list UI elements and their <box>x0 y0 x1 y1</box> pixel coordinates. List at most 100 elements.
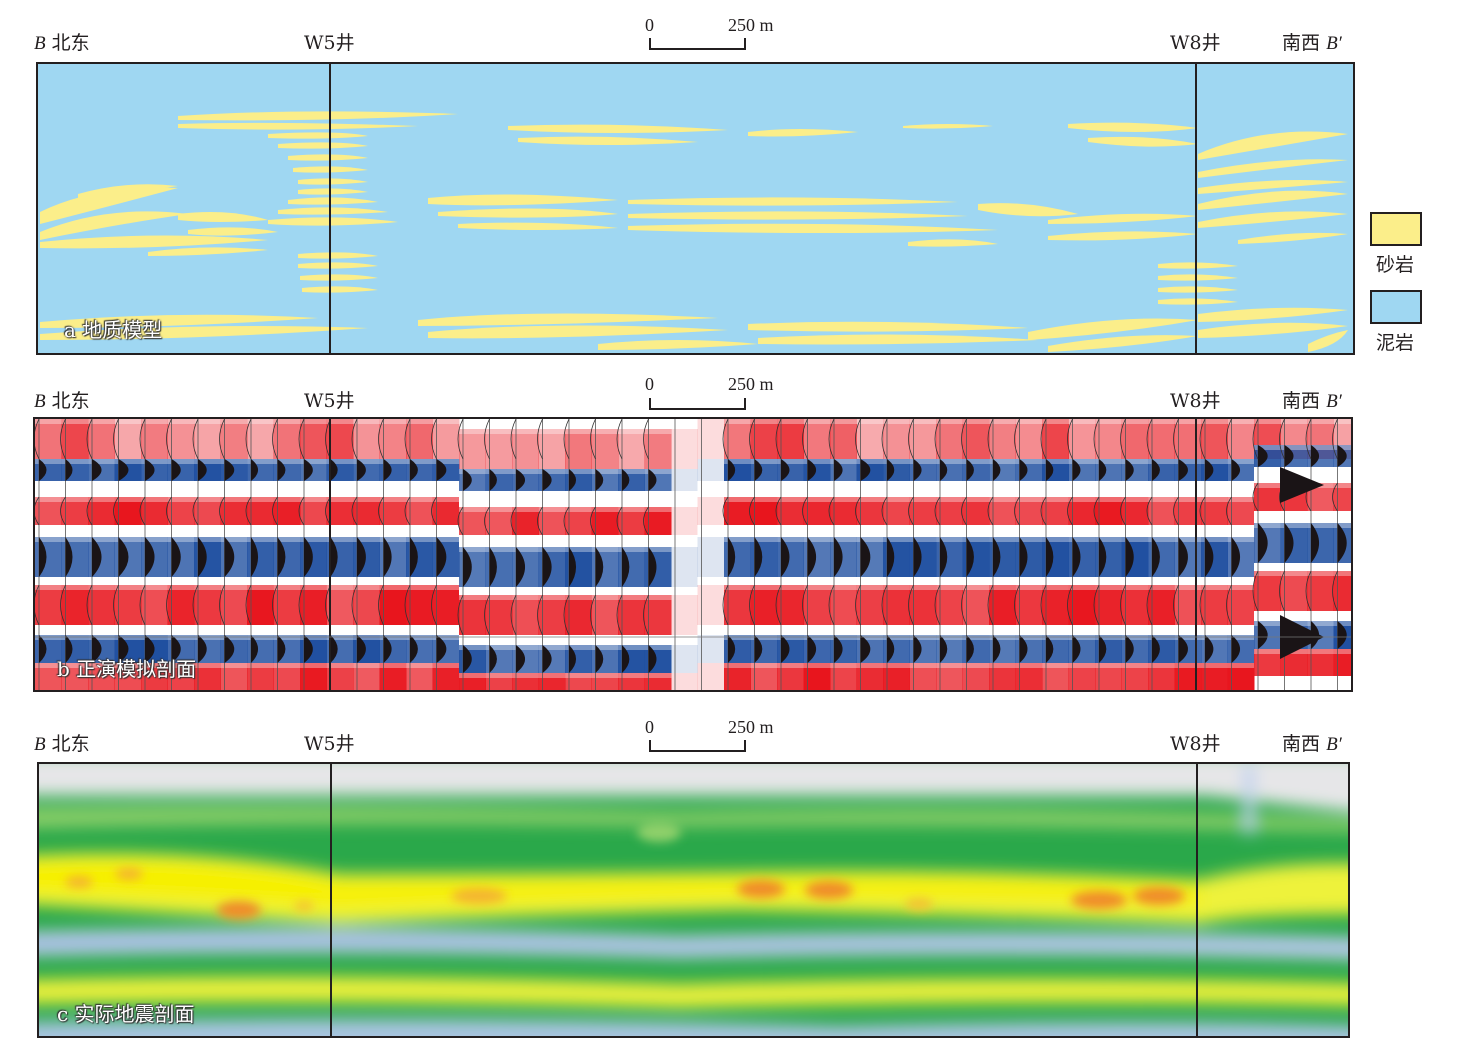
density-cell <box>273 525 301 537</box>
wiggle-peak <box>807 459 817 481</box>
wiggle-peak-large <box>1280 467 1324 503</box>
wiggle-trough <box>908 584 914 626</box>
density-cell <box>194 419 221 459</box>
legend-mudstone-label: 泥岩 <box>1376 332 1415 354</box>
wiggle-trough <box>404 419 411 460</box>
density-cell <box>35 497 62 525</box>
density-cell <box>1148 577 1175 585</box>
panel-b-scale-end: 250 m <box>728 374 774 394</box>
density-cell-edge <box>1254 523 1281 528</box>
wiggle-trough <box>1040 584 1047 626</box>
density-cell-edge <box>167 663 195 668</box>
density-cell-edge <box>1095 585 1122 590</box>
density-cell-edge <box>273 663 301 668</box>
density-cell <box>61 497 89 525</box>
density-cell-edge <box>936 663 963 668</box>
density-cell <box>326 625 354 635</box>
density-cell <box>644 535 672 547</box>
density-cell-edge <box>1174 419 1202 424</box>
density-cell <box>1333 511 1351 523</box>
density-cell <box>167 585 195 625</box>
density-cell-edge <box>1227 635 1255 640</box>
density-cell-edge <box>750 585 778 590</box>
density-cell <box>830 625 857 635</box>
density-cell <box>1015 663 1043 690</box>
density-cell <box>1095 577 1122 585</box>
density-cell-edge <box>883 663 910 668</box>
density-cell-edge <box>565 645 592 650</box>
density-cell <box>485 535 513 547</box>
panel-b-well-w8-label: W8井 <box>1170 390 1221 412</box>
wiggle-peak <box>436 537 447 577</box>
wiggle-peak <box>1258 445 1268 467</box>
density-cell-edge <box>1201 635 1228 640</box>
density-cell <box>883 525 910 537</box>
wiggle-trough <box>722 496 729 526</box>
wiggle-trough <box>1199 496 1206 526</box>
density-cell <box>1121 419 1149 459</box>
density-cell <box>777 625 804 635</box>
density-cell-edge <box>406 537 433 542</box>
wiggle-trough <box>1252 482 1259 512</box>
density-cell-edge <box>61 663 89 668</box>
density-cell <box>194 481 221 497</box>
density-cell <box>936 419 963 459</box>
density-cell-edge <box>856 663 884 668</box>
density-cell <box>353 663 380 690</box>
density-cell-edge <box>1095 537 1122 542</box>
panel-b-scale-bar <box>649 398 746 410</box>
density-cell-edge <box>379 635 407 640</box>
wiggle-trough <box>537 419 543 460</box>
density-cell <box>485 507 513 535</box>
density-cell <box>1227 481 1255 497</box>
density-cell <box>379 525 407 537</box>
wiggle-peak <box>1337 523 1347 563</box>
density-cell <box>1042 585 1069 625</box>
density-cell <box>1227 585 1255 625</box>
wiggle-trough <box>616 506 623 536</box>
wiggle-peak <box>39 537 47 577</box>
density-cell <box>565 429 592 469</box>
wiggle-peak <box>754 459 763 481</box>
density-cell-edge <box>1201 459 1228 464</box>
density-cell <box>141 525 168 537</box>
density-cell <box>512 673 539 690</box>
wiggle-peak <box>198 459 207 481</box>
density-cell-edge <box>1201 537 1228 542</box>
density-cell <box>1333 611 1351 621</box>
density-cell-edge <box>538 429 566 434</box>
density-cell-edge <box>61 537 89 542</box>
density-cell-edge <box>167 635 195 640</box>
density-cell <box>936 625 963 635</box>
density-cell-edge <box>1148 419 1175 424</box>
density-cell-edge <box>194 537 221 542</box>
wiggle-peak <box>489 547 497 587</box>
wiggle-peak <box>648 645 657 673</box>
wiggle-peak <box>1019 459 1028 481</box>
density-cell <box>909 497 937 525</box>
density-cell-edge <box>167 459 195 464</box>
wiggle-peak <box>1046 459 1054 481</box>
density-cell-edge <box>114 537 142 542</box>
density-cell <box>1148 497 1175 525</box>
density-cell-edge <box>618 429 645 434</box>
sandstone-lenses <box>40 111 1348 352</box>
density-cell <box>697 663 725 690</box>
density-cell <box>830 481 857 497</box>
wiggle-peak <box>966 635 974 663</box>
wiggle-trough <box>1014 419 1020 460</box>
density-cell-edge <box>406 419 433 424</box>
density-cell <box>883 577 910 585</box>
density-cell <box>61 481 89 497</box>
density-cell-edge <box>1174 663 1202 668</box>
wiggle-trough <box>86 584 93 626</box>
density-cell <box>1148 663 1175 690</box>
density-cell <box>220 663 248 690</box>
density-cell-edge <box>273 497 301 502</box>
density-cell-edge <box>35 585 62 590</box>
density-cell-edge <box>1095 459 1122 464</box>
density-cell-edge <box>750 497 778 502</box>
density-cell <box>1121 525 1149 537</box>
wiggle-peak <box>569 645 577 673</box>
density-cell <box>459 535 486 547</box>
